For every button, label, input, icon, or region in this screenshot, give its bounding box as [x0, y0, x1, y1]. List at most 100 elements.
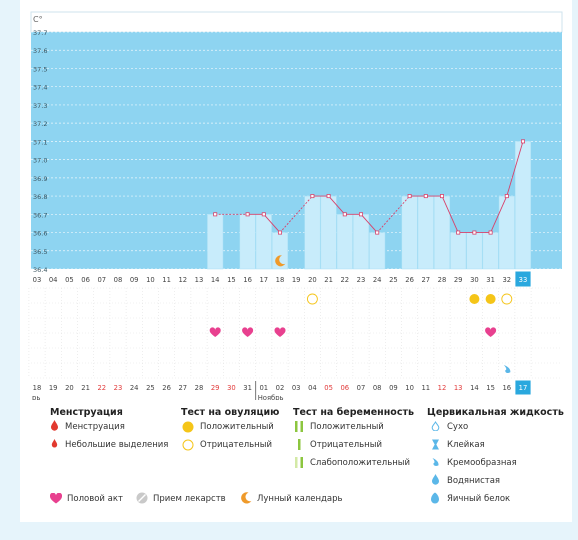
pregnancy-faint-icon [295, 457, 303, 468]
cycle-day-label: 15 [227, 276, 236, 284]
ovulation-positive-icon [182, 421, 194, 433]
spotting-drop-icon [51, 439, 58, 448]
temperature-bar [433, 195, 451, 270]
legend-spotting: Небольшие выделения [65, 440, 169, 450]
date-label: 26 [162, 384, 171, 392]
temperature-point [407, 194, 412, 199]
unit-label: C° [33, 15, 43, 24]
temperature-line-segment [263, 214, 281, 233]
cycle-day-label: 03 [33, 276, 42, 284]
temperature-point [358, 212, 363, 217]
temperature-bar [255, 214, 272, 270]
y-tick-label: 36.5 [33, 248, 47, 256]
cycle-day-label: 21 [324, 276, 333, 284]
intercourse-heart [209, 327, 221, 337]
legend-medication: Прием лекарств [153, 494, 226, 504]
temperature-bar [498, 195, 515, 270]
temperature-point [213, 212, 218, 217]
date-label: 12 [438, 384, 447, 392]
legend-cervical-watery: Водянистая [447, 476, 501, 486]
cycle-day-label: 13 [195, 276, 204, 284]
cycle-day-label: 12 [178, 276, 187, 284]
pregnancy-positive-icon [295, 421, 303, 432]
cervical-eggwhite-icon [431, 492, 439, 504]
legend-menstruation-title: Менструация [50, 407, 123, 418]
date-label: 22 [97, 384, 106, 392]
date-label: 28 [195, 384, 204, 392]
ovulation-test-mark [306, 293, 318, 305]
date-label: 03 [292, 384, 301, 392]
ovulation-test-mark [501, 293, 513, 305]
legend-menstruation: Менструация [65, 422, 125, 432]
cycle-day-label: 08 [114, 276, 123, 284]
cycle-day-highlight [515, 271, 531, 287]
legend-pregnancy-title: Тест на беременность [293, 407, 414, 418]
cycle-day-label: 32 [502, 276, 511, 284]
cycle-day-label: 17 [259, 276, 268, 284]
cycle-day-label: 33 [519, 276, 528, 284]
ovulation-test-mark [485, 294, 496, 304]
temperature-chart: C° 37.7 37.6 37.5 37.4 37.3 37.2 37.1 37.0 36.9 3… [28, 11, 563, 400]
cervical-creamy-icon [432, 458, 439, 467]
y-tick-label: 37.7 [33, 29, 47, 37]
cycle-day-label: 22 [340, 276, 349, 284]
y-tick-label: 37.4 [33, 84, 47, 92]
legend-ovulation-negative: Отрицательный [200, 440, 272, 450]
cycle-day-label: 29 [454, 276, 463, 284]
legend-intercourse: Половой акт [67, 494, 123, 504]
date-label: 23 [114, 384, 123, 392]
cycle-day-label: 24 [373, 276, 382, 284]
ovulation-test-mark [469, 294, 480, 304]
date-label: 01 [259, 384, 268, 392]
cycle-day-label: 18 [276, 276, 285, 284]
chart-header-box [30, 11, 563, 33]
cycle-day-label: 04 [49, 276, 58, 284]
cycle-day-label: 07 [97, 276, 106, 284]
temperature-point [342, 212, 347, 217]
y-tick-label: 36.6 [33, 230, 47, 238]
temperature-bar [482, 232, 499, 270]
intercourse-heart [242, 327, 254, 337]
y-tick-label: 36.8 [33, 193, 47, 201]
date-label: 20 [65, 384, 74, 392]
temperature-point [261, 212, 266, 217]
legend-pregnancy-positive: Положительный [310, 422, 384, 432]
temperature-bar [207, 214, 224, 270]
y-tick-label: 37.2 [33, 120, 47, 128]
legend-cervical-creamy: Кремообразная [447, 458, 517, 468]
temperature-bar [239, 214, 256, 270]
legend-cervical-title: Цервикальная жидкость [427, 407, 564, 418]
cervical-dry-icon [431, 421, 440, 431]
pregnancy-negative-icon [298, 439, 301, 450]
temperature-line-segment [360, 214, 378, 233]
cervical-mark [503, 365, 511, 374]
temperature-line-segment [328, 195, 346, 215]
date-label: 29 [211, 384, 220, 392]
date-highlight [515, 380, 531, 395]
cycle-day-label: 30 [470, 276, 479, 284]
date-label: 24 [130, 384, 139, 392]
date-label: 09 [389, 384, 398, 392]
intercourse-heart [274, 327, 286, 337]
date-label: 10 [405, 384, 414, 392]
temperature-bar [466, 232, 483, 270]
temperature-point [245, 212, 250, 217]
cycle-day-label: 26 [405, 276, 414, 284]
y-tick-label: 36.9 [33, 175, 47, 183]
y-tick-label: 37.5 [33, 65, 47, 73]
cycle-day-label: 06 [81, 276, 90, 284]
date-label: 15 [486, 384, 495, 392]
cycle-day-label: 20 [308, 276, 317, 284]
legend-cervical-sticky: Клейкая [447, 440, 485, 450]
y-tick-label: 37.3 [33, 102, 47, 110]
date-label: 07 [357, 384, 366, 392]
y-tick-label: 37.0 [33, 157, 47, 165]
date-label: 31 [243, 384, 252, 392]
legend-pregnancy-negative: Отрицательный [310, 440, 382, 450]
month-label-next: Ноябрь [258, 394, 284, 400]
temperature-point [277, 230, 282, 235]
y-tick-label: 36.7 [33, 211, 47, 219]
medication-pill-icon [136, 492, 148, 504]
temperature-line-segment [279, 195, 313, 233]
menstruation-drop-icon [51, 420, 58, 431]
